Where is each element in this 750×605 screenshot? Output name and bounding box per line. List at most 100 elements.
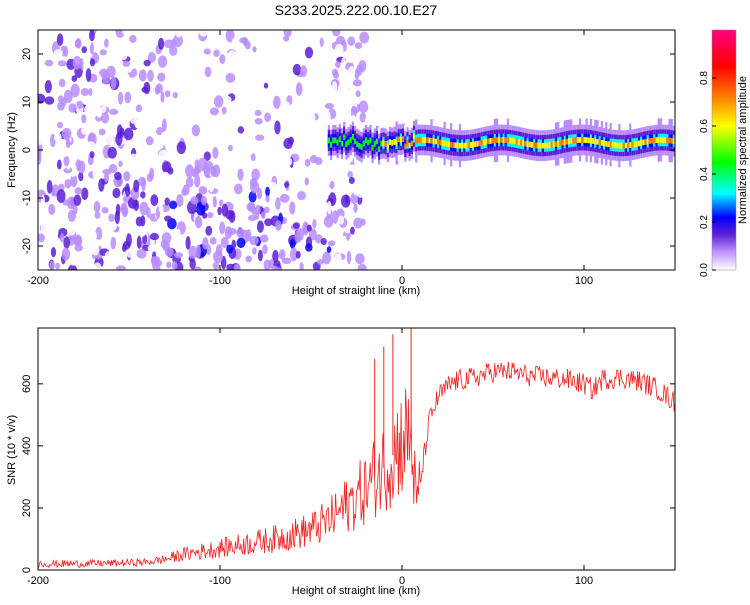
spectral-noise-blob xyxy=(247,214,257,222)
spectral-tone-segment xyxy=(609,141,613,148)
spectral-tone-segment xyxy=(539,142,543,149)
spectral-noise-blob xyxy=(286,157,293,166)
y-tick-label: 20 xyxy=(21,48,33,60)
spectral-noise-blob xyxy=(231,37,239,48)
spectral-noise-blob xyxy=(245,255,252,263)
spectral-noise-blob xyxy=(55,262,60,270)
spectral-noise-blob xyxy=(324,102,335,110)
spectral-noise-blob xyxy=(334,43,344,57)
spectral-tone-segment xyxy=(559,140,563,146)
spectral-tone-segment xyxy=(546,142,550,149)
spectral-noise-blob xyxy=(56,189,66,204)
spectral-noise-blob xyxy=(59,232,65,243)
spectral-tone-segment xyxy=(478,140,482,147)
spectral-tone-segment xyxy=(437,139,440,145)
spectral-noise-blob xyxy=(246,202,255,212)
spectral-noise-blob xyxy=(203,160,214,172)
spectral-noise-blob xyxy=(134,138,140,150)
spectral-tone-segment xyxy=(465,142,469,149)
spectral-noise-blob xyxy=(359,31,370,44)
spectral-tone-segment xyxy=(329,141,333,148)
spectral-noise-blob xyxy=(38,93,46,104)
spectral-tone-segment xyxy=(432,138,436,144)
spectral-tone-segment xyxy=(428,137,432,144)
spectral-tone-segment xyxy=(408,142,412,149)
spectral-noise-blob xyxy=(136,258,146,269)
colorbar-ticks: 0.0 0.2 0.4 0.6 0.8 xyxy=(699,71,716,277)
spectral-noise-blob xyxy=(89,58,96,67)
spectral-noise-blob xyxy=(352,79,362,87)
spectral-noise-blob xyxy=(228,210,236,223)
spectral-noise-blob xyxy=(95,226,103,241)
spectral-tone-segment xyxy=(334,137,338,144)
spectral-tone-segment xyxy=(356,141,360,148)
spectral-noise-blob xyxy=(227,50,237,64)
spectral-tone-segment xyxy=(522,140,526,147)
spectral-noise-blob xyxy=(254,212,260,220)
spectral-noise-blob xyxy=(276,77,282,85)
spectral-noise-blob xyxy=(201,93,210,106)
spectral-noise-blob xyxy=(160,91,165,103)
spectral-tone-segment xyxy=(439,139,443,146)
spectral-noise-blob xyxy=(46,179,53,194)
spectral-noise-blob xyxy=(177,54,187,63)
spectral-noise-blob xyxy=(147,244,155,252)
spectral-noise-blob xyxy=(139,201,149,216)
spectral-noise-blob xyxy=(236,264,241,270)
spectral-noise-blob xyxy=(118,117,129,124)
y-tick-label: -10 xyxy=(21,190,33,206)
spectral-noise-blob xyxy=(171,261,178,270)
spectral-noise-blob xyxy=(196,201,206,216)
spectral-noise-blob xyxy=(133,179,140,193)
spectral-noise-blob xyxy=(228,178,233,192)
spectral-noise-blob xyxy=(272,249,279,263)
spectral-noise-blob xyxy=(312,218,317,229)
spectral-noise-blob xyxy=(143,59,151,67)
spectral-noise-blob xyxy=(99,222,109,230)
spectral-noise-blob xyxy=(136,248,147,259)
spectral-noise-blob xyxy=(70,83,80,98)
spectral-noise-blob xyxy=(56,159,62,170)
chart-title: S233.2025.222.00.10.E27 xyxy=(275,2,438,18)
spectral-noise-blob xyxy=(271,265,279,270)
spectral-noise-blob xyxy=(38,137,44,146)
spectral-noise-blob xyxy=(98,178,105,192)
spectrogram-marks xyxy=(38,30,675,270)
spectral-tone-segment xyxy=(371,144,375,151)
y-tick-label: -20 xyxy=(21,238,33,254)
spectral-noise-blob xyxy=(142,234,148,245)
spectral-noise-blob xyxy=(263,206,270,214)
spectral-noise-blob xyxy=(40,221,47,234)
spectral-noise-blob xyxy=(304,158,311,167)
spectral-tone-segment xyxy=(354,138,358,145)
spectral-tone-segment xyxy=(635,141,639,147)
spectral-tone-segment xyxy=(648,138,652,144)
spectral-noise-blob xyxy=(78,171,84,182)
spectral-tone-segment xyxy=(611,142,615,148)
spectral-tone-segment xyxy=(421,137,425,143)
spectral-tone-segment xyxy=(500,137,504,143)
spectral-noise-blob xyxy=(221,203,229,217)
spectral-noise-blob xyxy=(319,37,324,47)
spectral-noise-blob xyxy=(281,257,292,265)
spectral-tone-segment xyxy=(526,141,530,147)
spectral-noise-blob xyxy=(164,215,172,222)
spectral-tone-segment xyxy=(456,142,460,149)
spectral-noise-blob xyxy=(73,236,83,247)
y-tick-label: 400 xyxy=(21,437,33,455)
spectral-tone-segment xyxy=(452,142,456,148)
spectral-noise-blob xyxy=(347,36,356,46)
spectral-noise-blob xyxy=(206,212,214,219)
spectral-tone-segment xyxy=(570,137,574,144)
x-tick-label: 100 xyxy=(575,275,593,287)
spectral-noise-blob xyxy=(344,194,349,205)
spectral-noise-blob xyxy=(161,232,172,244)
spectral-tone-segment xyxy=(340,140,344,147)
spectral-noise-blob xyxy=(269,181,278,193)
spectral-noise-blob xyxy=(331,68,339,77)
spectral-tone-segment xyxy=(345,141,349,148)
spectral-noise-blob xyxy=(81,126,89,135)
spectral-noise-blob xyxy=(124,183,130,197)
spectral-tone-segment xyxy=(672,138,675,145)
